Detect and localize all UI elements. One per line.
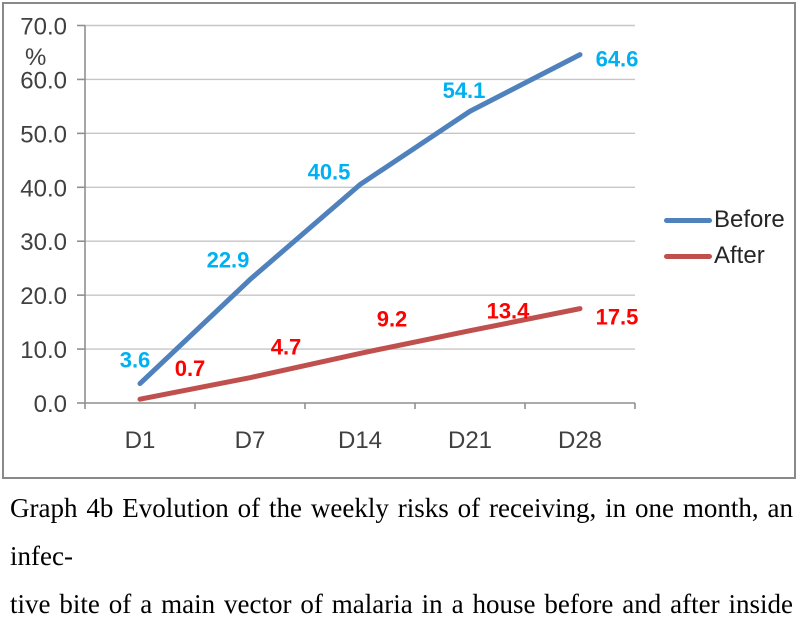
y-axis-unit-label: % [25,44,46,71]
caption-line-2: tive bite of a main vector of malaria in… [10,589,793,619]
y-tick-label: 10.0 [20,337,67,364]
y-tick-label: 30.0 [20,229,67,256]
figure-caption: Graph 4b Evolution of the weekly risks o… [10,484,793,625]
y-tick-label: 50.0 [20,121,67,148]
axes [77,24,636,409]
before-data-label: 64.6 [596,47,639,72]
x-tick-label: D1 [125,427,156,454]
before-data-label: 40.5 [308,160,351,185]
y-axis-tick-labels: 0.0 10.0 20.0 30.0 40.0 50.0 60.0 70.0 [20,14,67,419]
x-tick-label: D14 [338,427,382,454]
x-axis-tick-labels: D1 D7 D14 D21 D28 [125,427,602,454]
before-data-label: 54.1 [443,78,486,103]
after-data-label: 4.7 [271,335,302,360]
series-after: 0.7 4.7 9.2 13.4 17.5 [137,299,639,402]
before-line [137,52,583,387]
after-data-label: 13.4 [487,299,531,324]
after-data-label: 17.5 [596,305,639,330]
x-tick-label: D28 [558,427,602,454]
line-chart: 0.010.020.030.040.050.060.070.0%D1 D7 D14 D… [20,14,639,455]
y-tick-label: 0.0 [34,391,67,418]
after-data-label: 0.7 [175,356,206,381]
before-line-swatch [664,217,712,223]
legend-item-before: Before [664,206,785,234]
x-tick-label: D7 [235,427,266,454]
legend-label-before: Before [714,206,785,233]
before-data-label: 3.6 [120,348,151,373]
x-tick-label: D21 [448,427,492,454]
chart-frame [2,2,796,479]
caption-line-1: Graph 4b Evolution of the weekly risks o… [10,493,793,571]
legend-label-after: After [714,242,765,269]
after-line [137,306,583,402]
series-before: 3.6 22.9 40.5 54.1 64.6 [120,47,639,387]
y-tick-label: 20.0 [20,283,67,310]
y-tick-label: 40.0 [20,175,67,202]
before-data-label: 22.9 [207,248,250,273]
legend: Before After [664,206,785,270]
after-line-swatch [664,253,712,259]
legend-item-after: After [664,242,785,270]
after-data-label: 9.2 [377,306,408,331]
y-tick-label: 60.0 [20,67,67,94]
y-tick-label: 70.0 [20,14,67,41]
